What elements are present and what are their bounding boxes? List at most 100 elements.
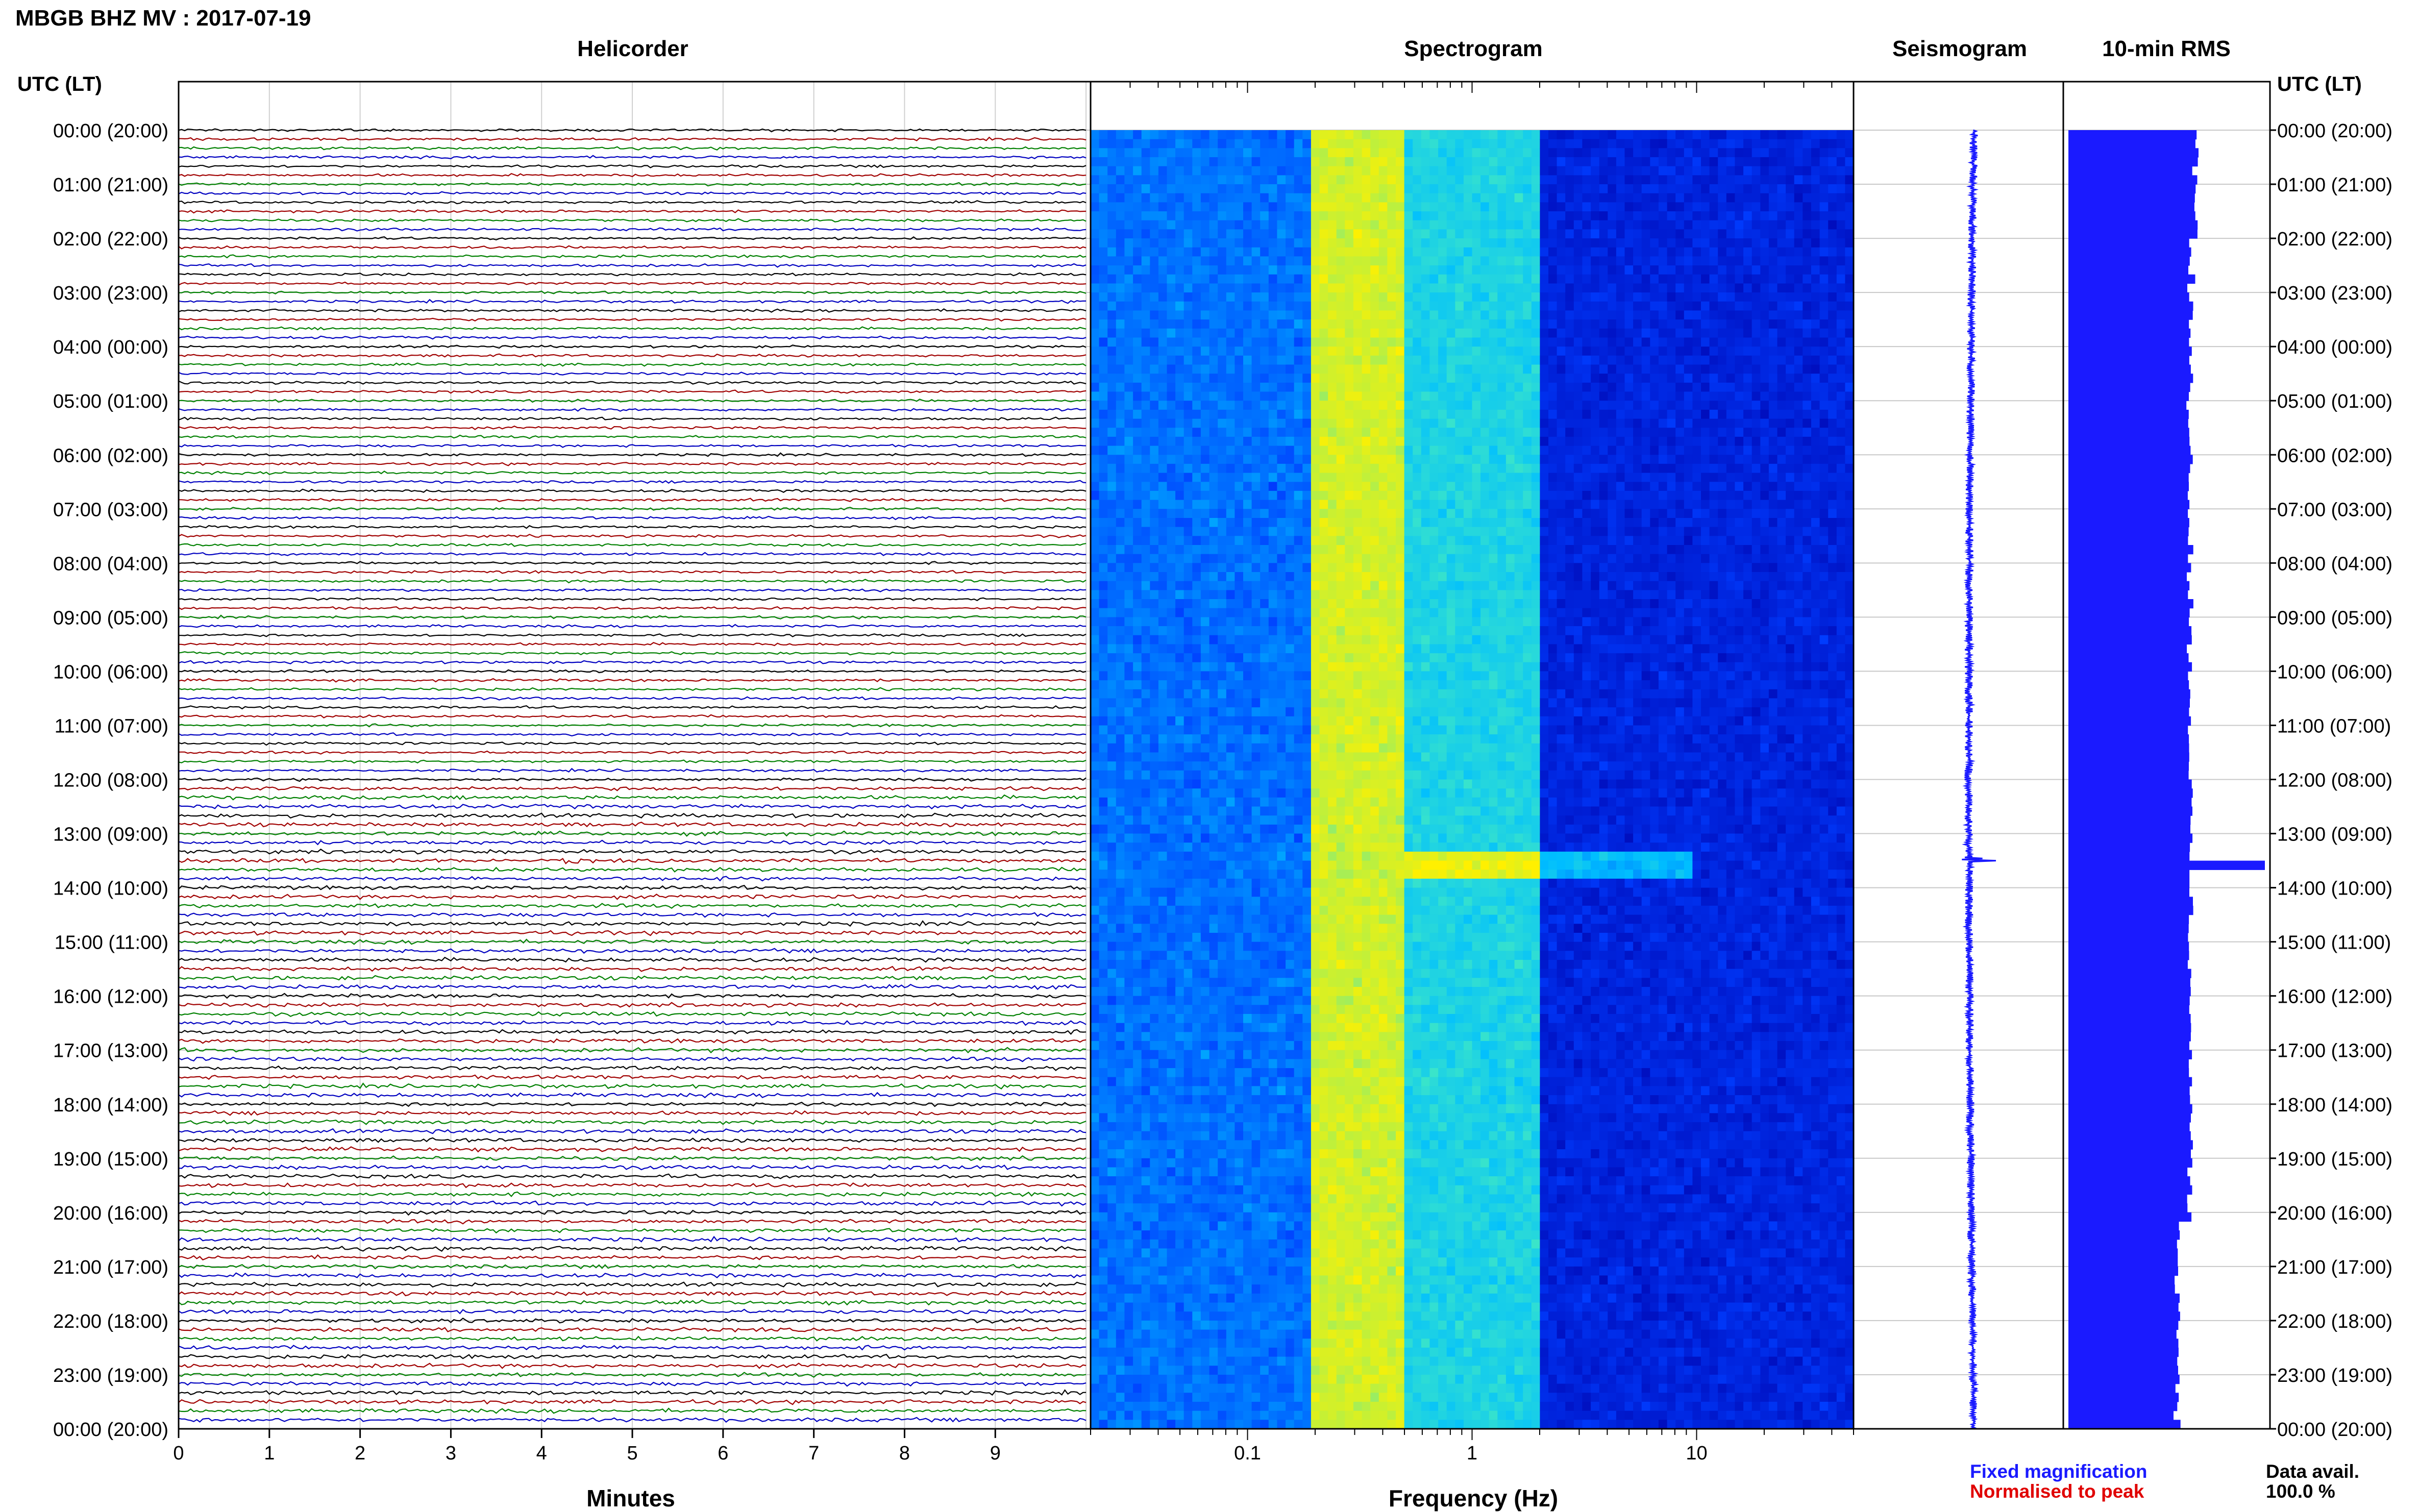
spectrogram-cell	[1345, 274, 1354, 284]
spectrogram-cell	[1141, 797, 1151, 807]
spectrogram-cell	[1353, 1366, 1363, 1375]
spectrogram-cell	[1251, 1375, 1261, 1384]
spectrogram-cell	[1226, 166, 1236, 176]
spectrogram-cell	[1370, 1050, 1379, 1060]
spectrogram-cell	[1099, 1131, 1108, 1141]
spectrogram-cell	[1107, 1257, 1117, 1267]
spectrogram-cell	[1175, 1167, 1184, 1177]
spectrogram-cell	[1141, 301, 1151, 311]
spectrogram-cell	[1370, 1366, 1379, 1375]
spectrogram-cell	[1167, 1059, 1176, 1069]
spectrogram-cell	[1235, 1248, 1244, 1258]
spectrogram-cell	[1345, 1032, 1354, 1042]
spectrogram-cell	[1133, 364, 1142, 374]
spectrogram-cell	[1209, 914, 1218, 925]
spectrogram-cell	[1302, 599, 1312, 609]
spectrogram-cell	[1328, 1041, 1337, 1051]
spectrogram-cell	[1183, 328, 1193, 338]
spectrogram-cell	[1099, 1050, 1108, 1060]
spectrogram-cell	[1251, 1266, 1261, 1276]
spectrogram-cell	[1183, 914, 1193, 925]
spectrogram-cell	[1107, 951, 1117, 960]
spectrogram-cell	[1175, 1086, 1184, 1096]
spectrogram-cell	[1370, 1284, 1379, 1294]
spectrogram-cell	[1175, 635, 1184, 645]
spectrogram-cell	[1183, 680, 1193, 690]
spectrogram-cell	[1150, 509, 1159, 518]
spectrogram-cell	[1091, 274, 1100, 284]
spectrogram-cell	[1150, 870, 1159, 879]
spectrogram-cell	[1183, 1104, 1193, 1114]
spectrogram-cell	[1200, 482, 1210, 491]
spectrogram-cell	[1328, 238, 1337, 248]
spectrogram-cell	[1167, 590, 1176, 600]
spectrogram-cell	[1345, 428, 1354, 437]
spectrogram-cell	[1243, 482, 1252, 491]
spectrogram-cell	[1311, 1366, 1320, 1375]
spectrogram-cell	[1107, 752, 1117, 762]
spectrogram-cell	[1311, 265, 1320, 275]
spectrogram-cell	[1235, 1140, 1244, 1150]
spectrogram-cell	[1158, 653, 1168, 663]
spectrogram-cell	[1091, 1366, 1100, 1375]
spectrogram-cell	[1091, 1311, 1100, 1321]
spectrogram-cell	[1294, 1104, 1303, 1114]
spectrogram-cell	[1243, 1356, 1252, 1367]
spectrogram-cell	[1150, 473, 1159, 483]
spectrogram-cell	[1336, 996, 1346, 1006]
spectrogram-cell	[1124, 707, 1133, 717]
spectrogram-cell	[1133, 1095, 1142, 1105]
spectrogram-cell	[1302, 960, 1312, 970]
spectrogram-cell	[1091, 202, 1100, 212]
spectrogram-cell	[1251, 274, 1261, 284]
spectrogram-cell	[1116, 436, 1125, 447]
spectrogram-cell	[1133, 725, 1142, 735]
spectrogram-cell	[1200, 1104, 1210, 1114]
spectrogram-cell	[1183, 382, 1193, 392]
spectrogram-cell	[1294, 346, 1303, 356]
spectrogram-cell	[1319, 382, 1328, 392]
spectrogram-cell	[1243, 1113, 1252, 1123]
spectrogram-cell	[1192, 671, 1201, 681]
spectrogram-cell	[1319, 500, 1328, 510]
spectrogram-cell	[1286, 905, 1295, 915]
spectrogram-cell	[1192, 401, 1201, 410]
spectrogram-cell	[1345, 1140, 1354, 1150]
spectrogram-cell	[1251, 1203, 1261, 1213]
spectrogram-cell	[1260, 716, 1269, 726]
spectrogram-cell	[1150, 148, 1159, 158]
spectrogram-cell	[1167, 996, 1176, 1006]
spectrogram-cell	[1243, 752, 1252, 762]
spectrogram-cell	[1353, 382, 1363, 392]
spectrogram-cell	[1116, 960, 1125, 970]
spectrogram-cell	[1150, 1212, 1159, 1222]
spectrogram-cell	[1107, 1185, 1117, 1195]
spectrogram-cell	[1251, 626, 1261, 636]
spectrogram-cell	[1251, 987, 1261, 997]
spectrogram-cell	[1353, 806, 1363, 816]
spectrogram-cell	[1353, 509, 1363, 518]
spectrogram-cell	[1336, 1275, 1346, 1285]
spectrogram-cell	[1141, 1383, 1151, 1394]
spectrogram-cell	[1209, 1383, 1218, 1394]
spectrogram-cell	[1311, 463, 1320, 474]
spectrogram-cell	[1150, 1284, 1159, 1294]
spectrogram-cell	[1260, 310, 1269, 320]
spectrogram-cell	[1091, 1167, 1100, 1177]
spectrogram-cell	[1370, 978, 1379, 987]
spectrogram-cell	[1116, 202, 1125, 212]
spectrogram-cell	[1286, 914, 1295, 925]
spectrogram-cell	[1150, 833, 1159, 843]
spectrogram-cell	[1319, 599, 1328, 609]
spectrogram-cell	[1319, 689, 1328, 699]
spectrogram-cell	[1133, 1275, 1142, 1285]
spectrogram-cell	[1226, 247, 1236, 257]
spectrogram-cell	[1226, 1284, 1236, 1294]
spectrogram-cell	[1311, 887, 1320, 898]
spectrogram-cell	[1183, 490, 1193, 501]
spectrogram-cell	[1133, 626, 1142, 636]
spectrogram-cell	[1370, 1023, 1379, 1033]
spectrogram-cell	[1319, 554, 1328, 564]
spectrogram-cell	[1192, 653, 1201, 663]
spectrogram-cell	[1378, 545, 1388, 555]
